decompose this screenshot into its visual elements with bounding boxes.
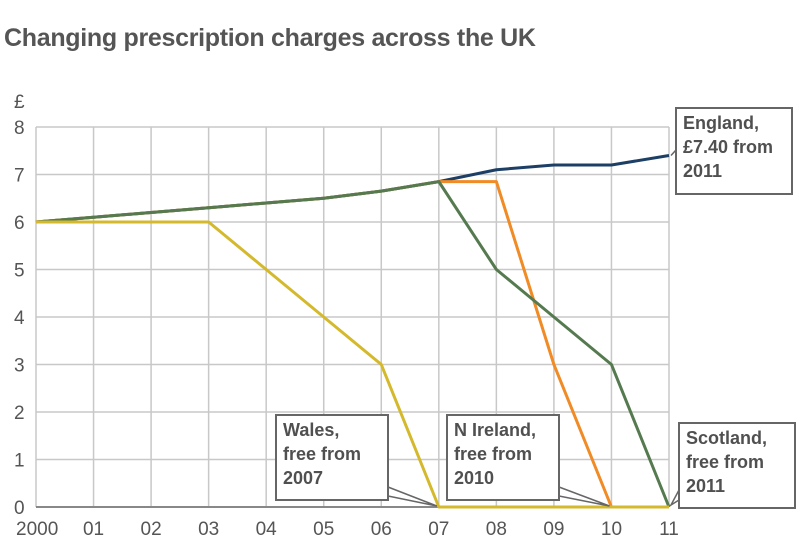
x-tick-label: 11: [659, 519, 679, 540]
x-tick-label: 02: [141, 519, 162, 540]
chart-title: Changing prescription charges across the…: [4, 24, 536, 52]
y-tick-label: 8: [14, 118, 25, 139]
x-tick-label: 01: [83, 519, 104, 540]
x-tick-label: 06: [371, 519, 392, 540]
series-line-wales: [36, 220, 669, 509]
callout-pointer-n-ireland: [558, 486, 610, 507]
annotation-line: Scotland,: [686, 428, 768, 448]
y-tick-label: 7: [14, 166, 25, 187]
annotation-n-ireland: N Ireland, free from 2010: [446, 414, 560, 501]
annotation-line: England,: [683, 113, 759, 133]
x-tick-label: 05: [313, 519, 334, 540]
y-tick-label: 4: [14, 308, 25, 329]
annotation-line: 2011: [683, 161, 723, 181]
annotation-line: 2007: [283, 468, 324, 488]
callout-pointer-wales: [387, 486, 438, 507]
annotation-line: free from: [283, 444, 362, 464]
x-tick-label: 07: [428, 519, 449, 540]
annotation-line: free from: [686, 452, 765, 472]
y-tick-label: 2: [14, 403, 25, 424]
y-tick-label: 3: [14, 356, 25, 377]
y-tick-label: 6: [14, 213, 25, 234]
x-tick-label: 03: [198, 519, 219, 540]
y-axis-label: £: [14, 92, 25, 113]
series-line-scotland: [35, 180, 671, 508]
x-tick-label: 10: [601, 519, 622, 540]
annotation-scotland: Scotland, free from 2011: [678, 422, 796, 509]
annotation-line: Wales,: [283, 420, 340, 440]
y-tick-label: 0: [14, 498, 25, 519]
series-line-england: [35, 154, 670, 224]
y-tick-label: 5: [14, 261, 25, 282]
y-tick-label: 1: [14, 451, 25, 472]
x-tick-label: 09: [543, 519, 564, 540]
callout-pointer-scotland: [669, 489, 680, 508]
annotation-england: England, £7.40 from 2011: [675, 107, 793, 195]
annotation-line: 2011: [686, 476, 726, 496]
annotation-line: 2010: [454, 468, 495, 488]
annotation-line: free from: [454, 444, 533, 464]
x-tick-label: 04: [256, 519, 278, 540]
x-tick-label: 2000: [16, 519, 58, 540]
annotation-line: £7.40 from: [683, 137, 774, 157]
annotation-line: N Ireland,: [454, 420, 537, 440]
annotation-wales: Wales, free from 2007: [275, 414, 389, 501]
x-tick-label: 08: [486, 519, 507, 540]
